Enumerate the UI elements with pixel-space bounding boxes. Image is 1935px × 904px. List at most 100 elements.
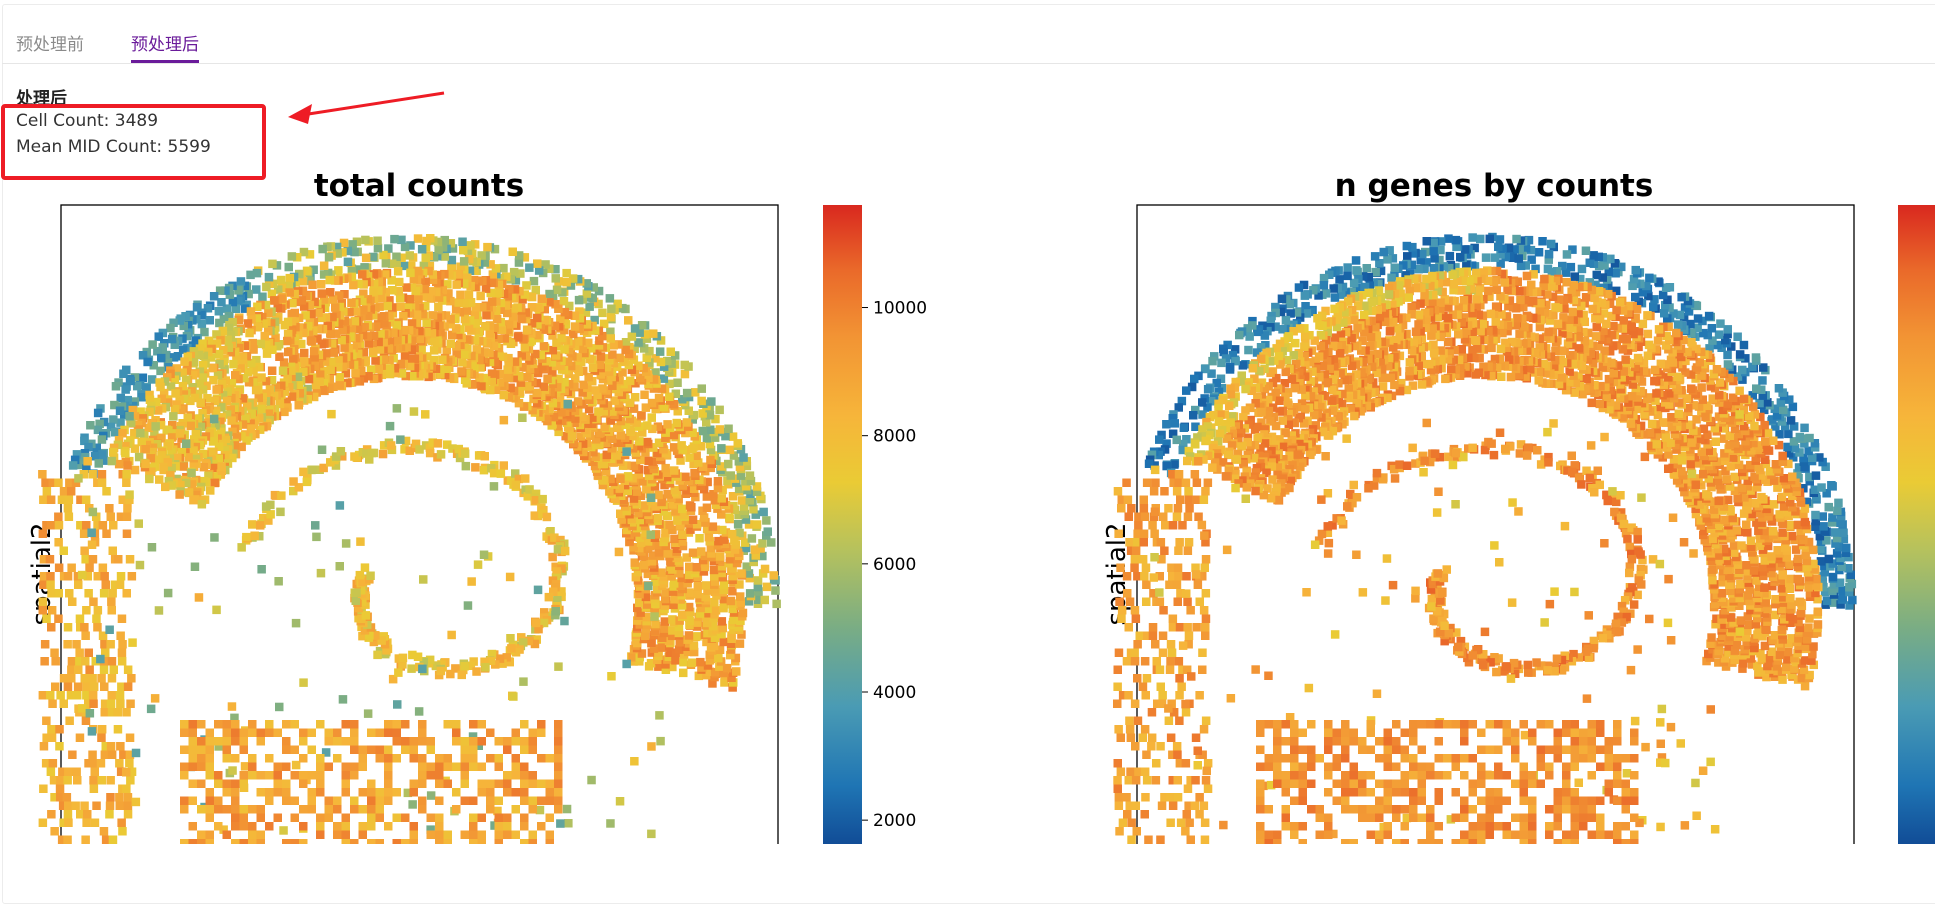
spot (503, 814, 512, 823)
spot (434, 439, 443, 448)
spot (312, 533, 321, 542)
spot (1198, 398, 1207, 407)
spot (1794, 555, 1803, 564)
spot (746, 471, 755, 480)
spot (325, 805, 334, 814)
spot (375, 365, 384, 374)
spot (716, 425, 725, 434)
spot (38, 470, 47, 479)
spot (761, 565, 770, 574)
spot (193, 303, 202, 312)
spot (615, 548, 624, 557)
spot (418, 729, 427, 738)
spot (461, 797, 470, 806)
spot (39, 496, 48, 505)
spot (1740, 341, 1749, 350)
spot (333, 831, 342, 840)
spot (435, 831, 444, 840)
spot (1182, 386, 1191, 395)
spot (607, 672, 616, 681)
spot (419, 575, 428, 584)
colorbar-tick-label: 8000 (873, 427, 916, 447)
spot (47, 725, 56, 734)
spot (47, 521, 56, 530)
spot (344, 258, 353, 267)
spot (240, 780, 249, 789)
spot (486, 729, 495, 738)
spot (452, 737, 461, 746)
spot (240, 746, 249, 755)
spot (503, 831, 512, 840)
spot (60, 700, 69, 709)
spot (247, 307, 256, 316)
spot (538, 495, 547, 504)
spot (1320, 281, 1329, 290)
spot (265, 729, 274, 738)
spot (299, 754, 308, 763)
spot (1198, 410, 1207, 419)
plots-canvas: total counts spatial2 200040006000800010… (0, 0, 1935, 844)
spot (435, 797, 444, 806)
spot (106, 802, 115, 811)
spot (762, 516, 771, 525)
spot (340, 343, 349, 352)
spot (56, 691, 65, 700)
spot (1716, 319, 1725, 328)
spot (282, 746, 291, 755)
spot (1593, 271, 1602, 280)
spot (1825, 503, 1834, 512)
spot (763, 583, 772, 592)
spot (367, 814, 376, 823)
spot (497, 469, 506, 478)
spot (67, 487, 76, 496)
spot (39, 819, 48, 828)
spot (115, 460, 124, 469)
spot (214, 780, 223, 789)
spot (317, 280, 326, 289)
spot (180, 729, 189, 738)
spot (88, 541, 97, 550)
spot (93, 623, 102, 632)
spot (737, 569, 746, 578)
spot (396, 435, 405, 444)
spot (564, 819, 573, 828)
spot (245, 329, 254, 338)
spot (418, 771, 427, 780)
spot (1764, 429, 1773, 438)
spot (1189, 411, 1198, 420)
spot (350, 720, 359, 729)
spot (480, 466, 489, 475)
spot (148, 375, 157, 384)
spot (51, 683, 60, 692)
spot (282, 788, 291, 797)
spot (624, 472, 633, 481)
spot (460, 350, 469, 359)
spot (351, 369, 360, 378)
spot (554, 754, 563, 763)
spot (525, 263, 534, 272)
spot (82, 496, 91, 505)
spot (729, 432, 738, 441)
spot (1173, 436, 1182, 445)
spot (250, 532, 259, 541)
spot (248, 720, 257, 729)
spot (110, 666, 119, 675)
spot (65, 496, 74, 505)
spot (512, 754, 521, 763)
spot (697, 397, 706, 406)
spot (685, 563, 694, 572)
spot (229, 360, 238, 369)
spot (552, 607, 561, 616)
spot (64, 504, 72, 513)
spot (231, 839, 240, 844)
spot (359, 306, 368, 315)
spot (1708, 565, 1717, 574)
spot (654, 491, 663, 500)
spot (1788, 473, 1797, 482)
spot (82, 819, 91, 828)
spot (478, 788, 487, 797)
spot (291, 814, 300, 823)
spot (100, 589, 109, 598)
spot (122, 785, 131, 794)
spot (189, 822, 198, 831)
